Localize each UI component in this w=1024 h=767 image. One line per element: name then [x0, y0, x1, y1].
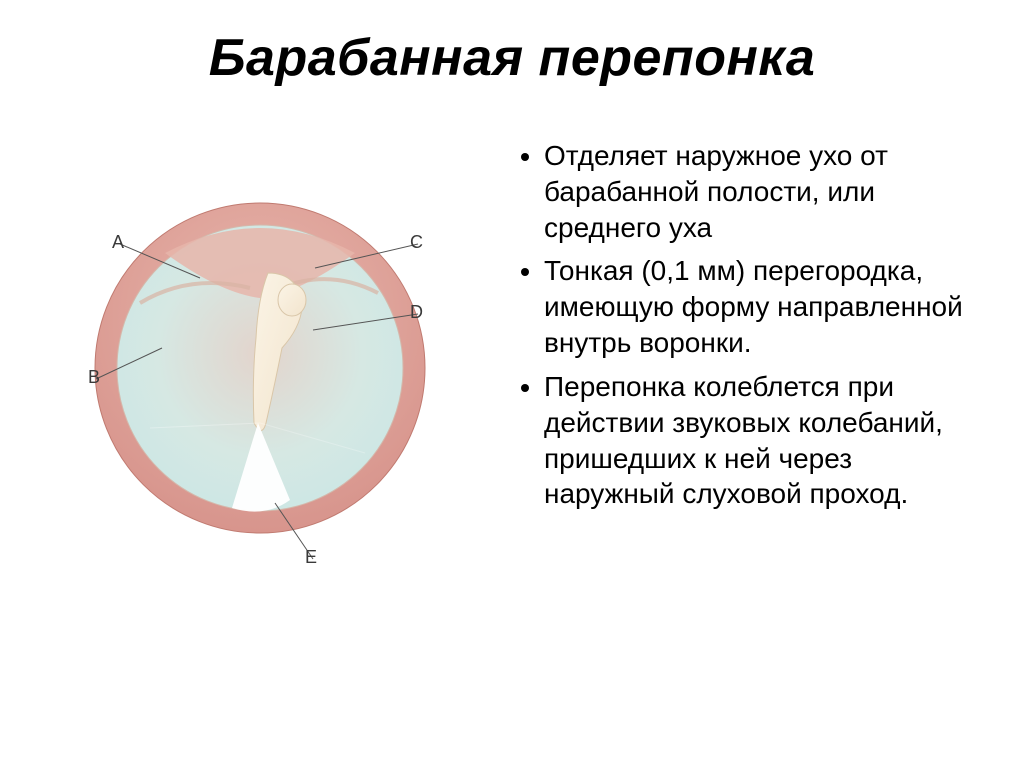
content-row: A B C D E Отделяет наружное ухо от барабанно…	[0, 88, 1024, 578]
svg-text:B: B	[88, 367, 100, 387]
eardrum-svg: A B C D E	[50, 158, 470, 578]
bullet-item: Отделяет наружное ухо от барабанной поло…	[544, 138, 984, 245]
svg-text:C: C	[410, 232, 423, 252]
svg-text:D: D	[410, 302, 423, 322]
bullet-item: Перепонка колеблется при действии звуков…	[544, 369, 984, 512]
bullet-item: Тонкая (0,1 мм) перегородка, имеющую фор…	[544, 253, 984, 360]
bullet-list: Отделяет наружное ухо от барабанной поло…	[510, 138, 984, 512]
bullets-column: Отделяет наружное ухо от барабанной поло…	[510, 128, 984, 578]
svg-text:A: A	[112, 232, 124, 252]
svg-text:E: E	[305, 547, 317, 567]
eardrum-diagram: A B C D E	[50, 158, 470, 578]
slide-title: Барабанная перепонка	[0, 0, 1024, 88]
diagram-column: A B C D E	[40, 128, 480, 578]
